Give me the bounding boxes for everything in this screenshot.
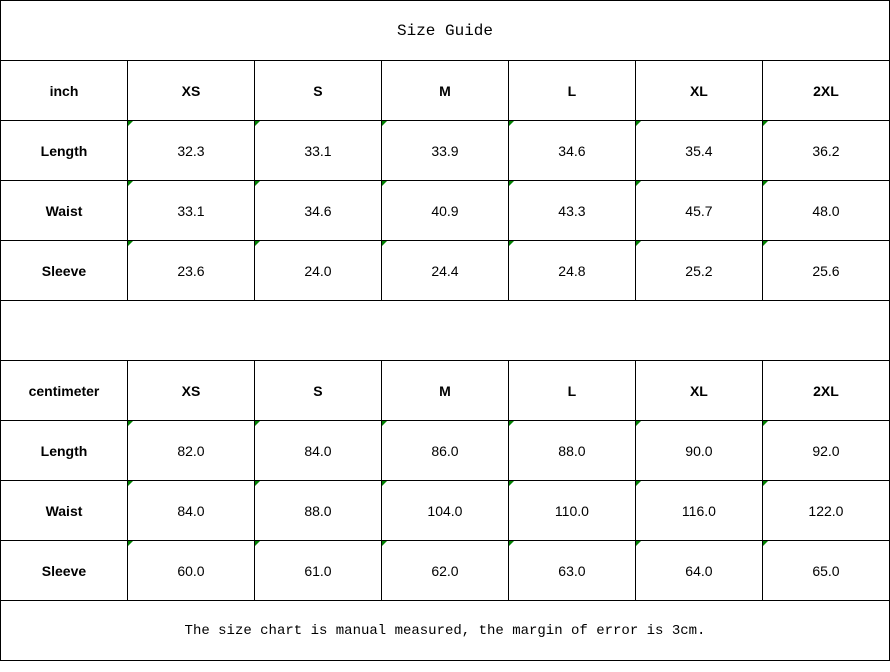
size-header: 2XL	[761, 360, 890, 421]
measure-label: Length	[0, 120, 128, 181]
value-cell: 23.6	[126, 240, 255, 301]
measure-label: Waist	[0, 480, 128, 541]
value-cell: 63.0	[507, 540, 636, 601]
size-header: L	[507, 60, 636, 121]
value-cell: 116.0	[634, 480, 763, 541]
table-row: Sleeve 23.6 24.0 24.4 24.8 25.2 25.6	[0, 240, 890, 301]
value-cell: 92.0	[761, 420, 890, 481]
size-header: 2XL	[761, 60, 890, 121]
value-cell: 84.0	[126, 480, 255, 541]
size-header: S	[253, 60, 382, 121]
size-header: XS	[126, 60, 255, 121]
value-cell: 61.0	[253, 540, 382, 601]
value-cell: 84.0	[253, 420, 382, 481]
value-cell: 33.1	[126, 180, 255, 241]
value-cell: 40.9	[380, 180, 509, 241]
value-cell: 62.0	[380, 540, 509, 601]
size-header: S	[253, 360, 382, 421]
footer-note: The size chart is manual measured, the m…	[0, 600, 890, 661]
value-cell: 65.0	[761, 540, 890, 601]
value-cell: 25.2	[634, 240, 763, 301]
value-cell: 43.3	[507, 180, 636, 241]
measure-label: Length	[0, 420, 128, 481]
value-cell: 110.0	[507, 480, 636, 541]
value-cell: 90.0	[634, 420, 763, 481]
value-cell: 48.0	[761, 180, 890, 241]
unit-header: centimeter	[0, 360, 128, 421]
value-cell: 34.6	[507, 120, 636, 181]
size-header: XL	[634, 60, 763, 121]
size-header: XL	[634, 360, 763, 421]
value-cell: 25.6	[761, 240, 890, 301]
header-row: inch XS S M L XL 2XL	[0, 60, 890, 121]
value-cell: 86.0	[380, 420, 509, 481]
value-cell: 64.0	[634, 540, 763, 601]
value-cell: 104.0	[380, 480, 509, 541]
measure-label: Sleeve	[0, 240, 128, 301]
value-cell: 34.6	[253, 180, 382, 241]
value-cell: 24.4	[380, 240, 509, 301]
table-row: Length 32.3 33.1 33.9 34.6 35.4 36.2	[0, 120, 890, 181]
value-cell: 122.0	[761, 480, 890, 541]
value-cell: 24.8	[507, 240, 636, 301]
size-header: L	[507, 360, 636, 421]
value-cell: 88.0	[253, 480, 382, 541]
table-row: Waist 33.1 34.6 40.9 43.3 45.7 48.0	[0, 180, 890, 241]
header-row: centimeter XS S M L XL 2XL	[0, 360, 890, 421]
unit-header: inch	[0, 60, 128, 121]
value-cell: 32.3	[126, 120, 255, 181]
value-cell: 88.0	[507, 420, 636, 481]
value-cell: 35.4	[634, 120, 763, 181]
spacer-cell	[0, 300, 890, 361]
footer-row: The size chart is manual measured, the m…	[0, 600, 890, 661]
value-cell: 33.9	[380, 120, 509, 181]
value-cell: 36.2	[761, 120, 890, 181]
size-header: M	[380, 360, 509, 421]
value-cell: 45.7	[634, 180, 763, 241]
table-row: Sleeve 60.0 61.0 62.0 63.0 64.0 65.0	[0, 540, 890, 601]
value-cell: 60.0	[126, 540, 255, 601]
table-title: Size Guide	[0, 0, 890, 61]
value-cell: 82.0	[126, 420, 255, 481]
table-row: Waist 84.0 88.0 104.0 110.0 116.0 122.0	[0, 480, 890, 541]
measure-label: Sleeve	[0, 540, 128, 601]
table-row: Length 82.0 84.0 86.0 88.0 90.0 92.0	[0, 420, 890, 481]
value-cell: 33.1	[253, 120, 382, 181]
title-row: Size Guide	[0, 0, 890, 61]
spacer-row	[0, 300, 890, 361]
value-cell: 24.0	[253, 240, 382, 301]
size-header: M	[380, 60, 509, 121]
measure-label: Waist	[0, 180, 128, 241]
size-header: XS	[126, 360, 255, 421]
